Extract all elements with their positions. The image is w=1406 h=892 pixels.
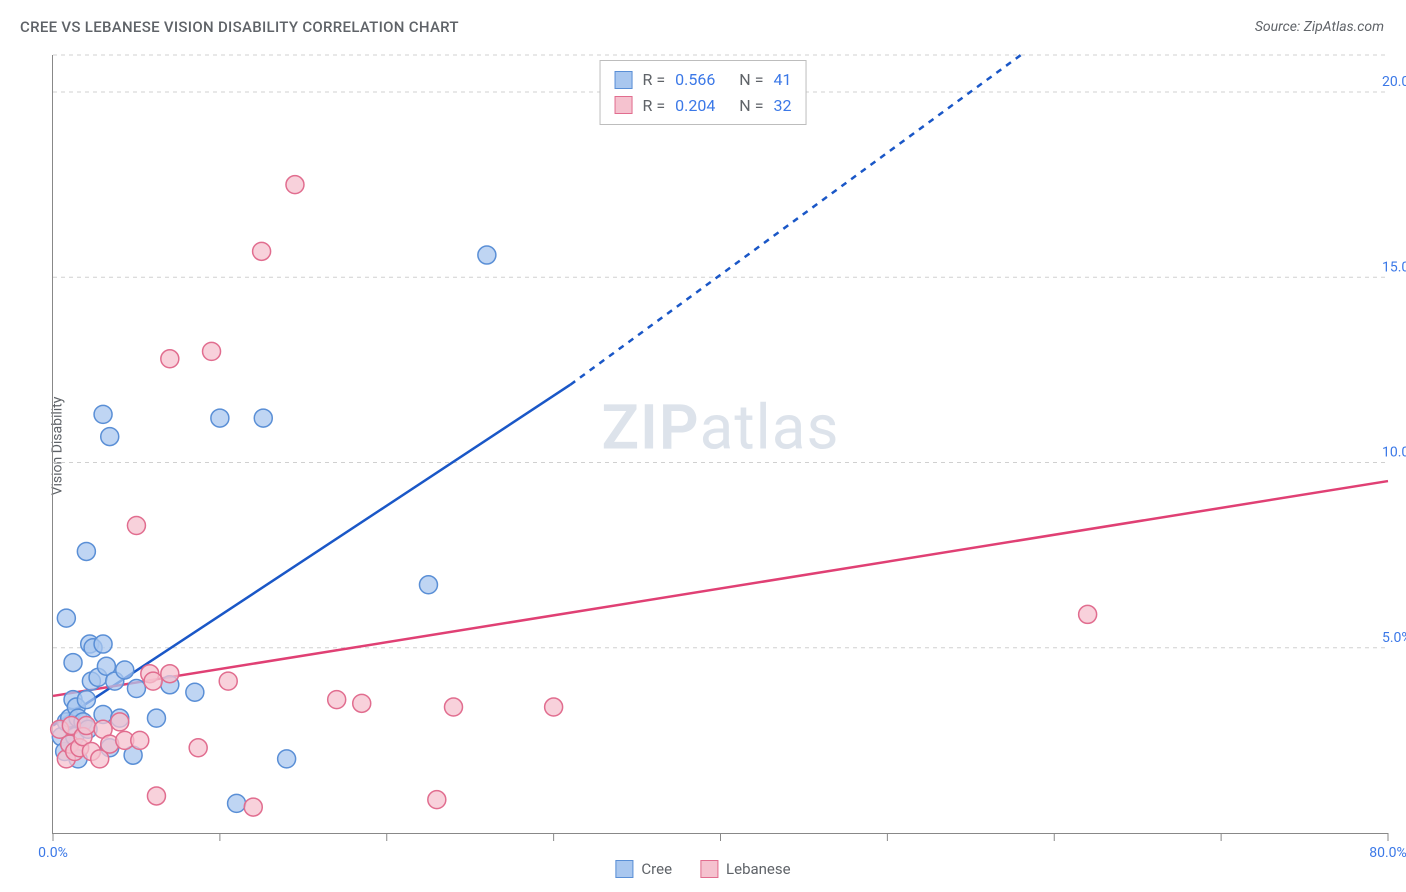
r-label-1: R = <box>643 93 666 119</box>
header-row: CREE VS LEBANESE VISION DISABILITY CORRE… <box>20 18 1384 36</box>
r-label-0: R = <box>643 67 666 93</box>
bottom-legend-item-cree: Cree <box>615 860 672 878</box>
svg-text:20.0%: 20.0% <box>1382 74 1406 90</box>
svg-text:5.0%: 5.0% <box>1382 630 1406 646</box>
bottom-legend: Cree Lebanese <box>615 860 790 878</box>
bottom-legend-label-cree: Cree <box>641 860 672 878</box>
legend-stats-box: R = 0.566 N = 41 R = 0.204 N = 32 <box>600 60 807 125</box>
chart-title: CREE VS LEBANESE VISION DISABILITY CORRE… <box>20 18 459 36</box>
svg-text:80.0%: 80.0% <box>1369 845 1406 861</box>
n-value-1: 32 <box>773 93 791 119</box>
svg-text:15.0%: 15.0% <box>1382 259 1406 275</box>
n-value-0: 41 <box>773 67 791 93</box>
bottom-legend-square-cree <box>615 860 633 878</box>
svg-text:10.0%: 10.0% <box>1382 445 1406 461</box>
legend-stats-row-0: R = 0.566 N = 41 <box>615 67 792 93</box>
chart-svg: 5.0%10.0%15.0%20.0%0.0%80.0% <box>53 55 1388 833</box>
r-value-1: 0.204 <box>675 93 715 119</box>
source-label: Source: ZipAtlas.com <box>1255 19 1384 35</box>
n-label-1: N = <box>739 93 763 119</box>
bottom-legend-item-lebanese: Lebanese <box>700 860 791 878</box>
r-value-0: 0.566 <box>675 67 715 93</box>
bottom-legend-label-lebanese: Lebanese <box>726 860 791 878</box>
bottom-legend-square-lebanese <box>700 860 718 878</box>
svg-text:0.0%: 0.0% <box>38 845 68 861</box>
legend-square-lebanese <box>615 96 633 114</box>
plot-area: 5.0%10.0%15.0%20.0%0.0%80.0% ZIPatlas <box>52 55 1388 834</box>
legend-stats-row-1: R = 0.204 N = 32 <box>615 93 792 119</box>
n-label-0: N = <box>739 67 763 93</box>
legend-square-cree <box>615 71 633 89</box>
